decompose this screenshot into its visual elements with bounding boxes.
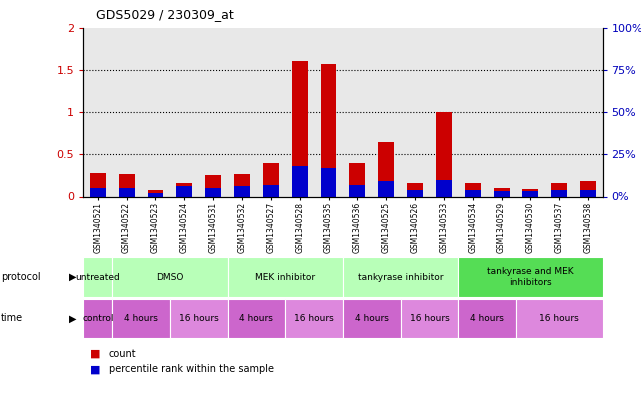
Bar: [176, 183, 192, 196]
Bar: [580, 190, 596, 196]
Bar: [141, 28, 170, 196]
Bar: [147, 193, 163, 196]
Text: ▶: ▶: [69, 272, 77, 282]
Bar: [112, 28, 141, 196]
Bar: [228, 299, 285, 338]
Bar: [551, 190, 567, 196]
Text: untreated: untreated: [76, 273, 120, 281]
Bar: [458, 28, 487, 196]
Bar: [465, 183, 481, 196]
Bar: [285, 28, 314, 196]
Bar: [407, 183, 423, 196]
Text: MEK inhibitor: MEK inhibitor: [255, 273, 315, 281]
Bar: [119, 174, 135, 196]
Bar: [112, 257, 228, 297]
Bar: [228, 257, 343, 297]
Bar: [516, 299, 603, 338]
Bar: [263, 185, 279, 196]
Text: tankyrase inhibitor: tankyrase inhibitor: [358, 273, 444, 281]
Bar: [170, 299, 228, 338]
Text: control: control: [82, 314, 113, 323]
Bar: [234, 186, 250, 196]
Bar: [343, 299, 401, 338]
Text: protocol: protocol: [1, 272, 40, 282]
Bar: [292, 61, 308, 196]
Bar: [574, 28, 603, 196]
Bar: [494, 191, 510, 196]
Bar: [199, 28, 228, 196]
Bar: [429, 28, 458, 196]
Bar: [83, 299, 112, 338]
Text: tankyrase and MEK
inhibitors: tankyrase and MEK inhibitors: [487, 267, 574, 287]
Bar: [112, 299, 170, 338]
Bar: [465, 190, 481, 196]
Text: ■: ■: [90, 349, 100, 359]
Bar: [83, 28, 112, 196]
Bar: [516, 28, 545, 196]
Bar: [285, 299, 343, 338]
Bar: [545, 28, 574, 196]
Bar: [407, 190, 423, 196]
Bar: [90, 188, 106, 196]
Text: count: count: [109, 349, 137, 359]
Bar: [551, 183, 567, 196]
Bar: [263, 163, 279, 196]
Bar: [458, 299, 516, 338]
Text: 16 hours: 16 hours: [539, 314, 579, 323]
Bar: [234, 174, 250, 196]
Bar: [401, 28, 429, 196]
Bar: [228, 28, 256, 196]
Bar: [256, 28, 285, 196]
Bar: [436, 112, 452, 196]
Bar: [349, 185, 365, 196]
Text: ▶: ▶: [69, 313, 77, 323]
Text: 4 hours: 4 hours: [355, 314, 388, 323]
Bar: [320, 168, 337, 196]
Bar: [90, 173, 106, 196]
Bar: [343, 28, 372, 196]
Bar: [343, 257, 458, 297]
Bar: [119, 188, 135, 196]
Bar: [580, 181, 596, 196]
Bar: [170, 28, 199, 196]
Bar: [522, 191, 538, 196]
Text: 4 hours: 4 hours: [124, 314, 158, 323]
Text: time: time: [1, 313, 23, 323]
Bar: [349, 163, 365, 196]
Text: 16 hours: 16 hours: [410, 314, 449, 323]
Bar: [522, 189, 538, 196]
Bar: [378, 141, 394, 196]
Bar: [494, 188, 510, 196]
Text: percentile rank within the sample: percentile rank within the sample: [109, 364, 274, 375]
Text: DMSO: DMSO: [156, 273, 183, 281]
Text: 4 hours: 4 hours: [470, 314, 504, 323]
Text: GDS5029 / 230309_at: GDS5029 / 230309_at: [96, 8, 234, 21]
Bar: [205, 174, 221, 196]
Bar: [372, 28, 401, 196]
Bar: [205, 188, 221, 196]
Bar: [83, 257, 112, 297]
Bar: [401, 299, 458, 338]
Bar: [458, 257, 603, 297]
Text: ■: ■: [90, 364, 100, 375]
Text: 4 hours: 4 hours: [240, 314, 273, 323]
Bar: [487, 28, 516, 196]
Bar: [320, 64, 337, 196]
Text: 16 hours: 16 hours: [294, 314, 334, 323]
Bar: [292, 166, 308, 196]
Bar: [436, 180, 452, 196]
Bar: [314, 28, 343, 196]
Text: 16 hours: 16 hours: [179, 314, 219, 323]
Bar: [147, 190, 163, 196]
Bar: [378, 181, 394, 196]
Bar: [176, 186, 192, 196]
